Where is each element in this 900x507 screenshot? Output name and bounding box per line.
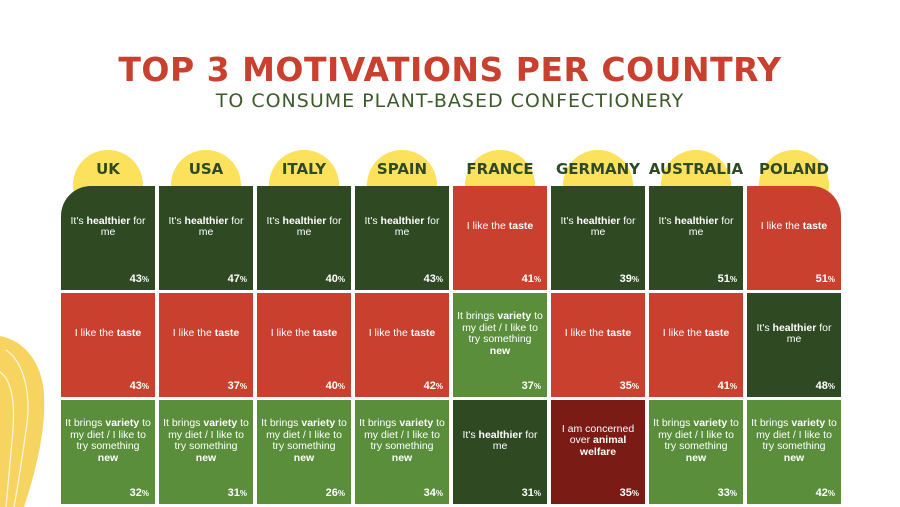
motivation-value: 43% bbox=[423, 273, 443, 285]
motivation-cell: It's healthier for me 43% bbox=[61, 186, 155, 290]
motivation-value: 42% bbox=[423, 380, 443, 392]
motivation-label: It's healthier for me bbox=[658, 214, 734, 238]
motivation-value: 32% bbox=[129, 487, 149, 499]
country-label: UK bbox=[96, 160, 120, 178]
motivation-value: 35% bbox=[619, 380, 639, 392]
motivation-label: I like the taste bbox=[662, 327, 730, 340]
motivation-value: 26% bbox=[325, 487, 345, 499]
motivation-value: 47% bbox=[227, 273, 247, 285]
motivation-label: It's healthier for me bbox=[560, 214, 636, 238]
motivation-value: 51% bbox=[717, 273, 737, 285]
motivation-cell: It's healthier for me 39% bbox=[551, 186, 645, 290]
motivation-value: 37% bbox=[521, 380, 541, 392]
motivation-label: I like the taste bbox=[564, 327, 632, 340]
motivation-label: It brings variety to my diet / I like to… bbox=[751, 417, 837, 464]
motivation-cell: I like the taste 35% bbox=[551, 293, 645, 397]
motivation-value: 39% bbox=[619, 273, 639, 285]
motivation-cell: I like the taste 41% bbox=[649, 293, 743, 397]
motivation-cell: It brings variety to my diet / I like to… bbox=[453, 293, 547, 397]
page-subtitle: TO CONSUME PLANT-BASED CONFECTIONERY bbox=[215, 90, 685, 112]
motivation-cell: It brings variety to my diet / I like to… bbox=[61, 400, 155, 504]
motivation-cell: I like the taste 41% bbox=[453, 186, 547, 290]
motivation-cell: It's healthier for me 51% bbox=[649, 186, 743, 290]
page-title: TOP 3 MOTIVATIONS PER COUNTRY bbox=[118, 50, 782, 89]
motivation-label: It's healthier for me bbox=[364, 214, 440, 238]
motivation-label: I like the taste bbox=[760, 220, 828, 233]
motivation-cell: I like the taste 40% bbox=[257, 293, 351, 397]
motivation-cell: I like the taste 37% bbox=[159, 293, 253, 397]
motivation-value: 33% bbox=[717, 487, 737, 499]
country-label: USA bbox=[188, 160, 224, 178]
country-label: SPAIN bbox=[376, 160, 428, 178]
motivation-value: 31% bbox=[227, 487, 247, 499]
motivation-value: 43% bbox=[129, 380, 149, 392]
motivation-label: It brings variety to my diet / I like to… bbox=[163, 417, 249, 464]
motivation-label: I like the taste bbox=[172, 327, 240, 340]
motivation-value: 34% bbox=[423, 487, 443, 499]
motivation-cell: I like the taste 43% bbox=[61, 293, 155, 397]
motivation-label: It's healthier for me bbox=[266, 214, 342, 238]
decorative-shape bbox=[0, 336, 45, 507]
motivation-value: 43% bbox=[129, 273, 149, 285]
motivation-value: 35% bbox=[619, 487, 639, 499]
motivation-value: 40% bbox=[325, 380, 345, 392]
motivation-cell: I like the taste 51% bbox=[747, 186, 841, 290]
motivation-label: It brings variety to my diet / I like to… bbox=[359, 417, 445, 464]
motivation-value: 42% bbox=[815, 487, 835, 499]
motivation-label: I am concerned over animal welfare bbox=[561, 422, 635, 458]
country-label: AUSTRALIA bbox=[648, 160, 744, 178]
motivation-value: 40% bbox=[325, 273, 345, 285]
motivation-cell: I am concerned over animal welfare 35% bbox=[551, 400, 645, 504]
country-label: FRANCE bbox=[466, 160, 534, 178]
motivation-cell: It brings variety to my diet / I like to… bbox=[355, 400, 449, 504]
motivation-label: It brings variety to my diet / I like to… bbox=[261, 417, 347, 464]
motivation-cell: It's healthier for me 43% bbox=[355, 186, 449, 290]
motivation-label: It's healthier for me bbox=[462, 428, 538, 452]
motivation-value: 41% bbox=[521, 273, 541, 285]
country-label: GERMANY bbox=[555, 160, 641, 178]
motivation-value: 41% bbox=[717, 380, 737, 392]
motivation-cell: It's healthier for me 31% bbox=[453, 400, 547, 504]
motivation-label: I like the taste bbox=[368, 327, 436, 340]
motivation-cell: It brings variety to my diet / I like to… bbox=[747, 400, 841, 504]
motivation-cell: It's healthier for me 48% bbox=[747, 293, 841, 397]
motivation-label: It's healthier for me bbox=[756, 321, 832, 345]
motivation-value: 31% bbox=[521, 487, 541, 499]
motivation-cell: It brings variety to my diet / I like to… bbox=[159, 400, 253, 504]
motivation-cell: It's healthier for me 47% bbox=[159, 186, 253, 290]
country-label: ITALY bbox=[281, 160, 327, 178]
motivation-cell: It brings variety to my diet / I like to… bbox=[649, 400, 743, 504]
motivation-cell: It brings variety to my diet / I like to… bbox=[257, 400, 351, 504]
motivation-cell: I like the taste 42% bbox=[355, 293, 449, 397]
motivation-label: It's healthier for me bbox=[70, 214, 146, 238]
motivation-label: It brings variety to my diet / I like to… bbox=[65, 417, 151, 464]
motivation-label: It brings variety to my diet / I like to… bbox=[653, 417, 739, 464]
motivation-value: 48% bbox=[815, 380, 835, 392]
motivation-label: It brings variety to my diet / I like to… bbox=[457, 310, 543, 357]
country-label: POLAND bbox=[759, 160, 829, 178]
motivation-value: 51% bbox=[815, 273, 835, 285]
motivation-label: It's healthier for me bbox=[168, 214, 244, 238]
motivation-label: I like the taste bbox=[466, 220, 534, 233]
motivation-value: 37% bbox=[227, 380, 247, 392]
motivation-label: I like the taste bbox=[270, 327, 338, 340]
motivation-cell: It's healthier for me 40% bbox=[257, 186, 351, 290]
motivation-label: I like the taste bbox=[74, 327, 142, 340]
